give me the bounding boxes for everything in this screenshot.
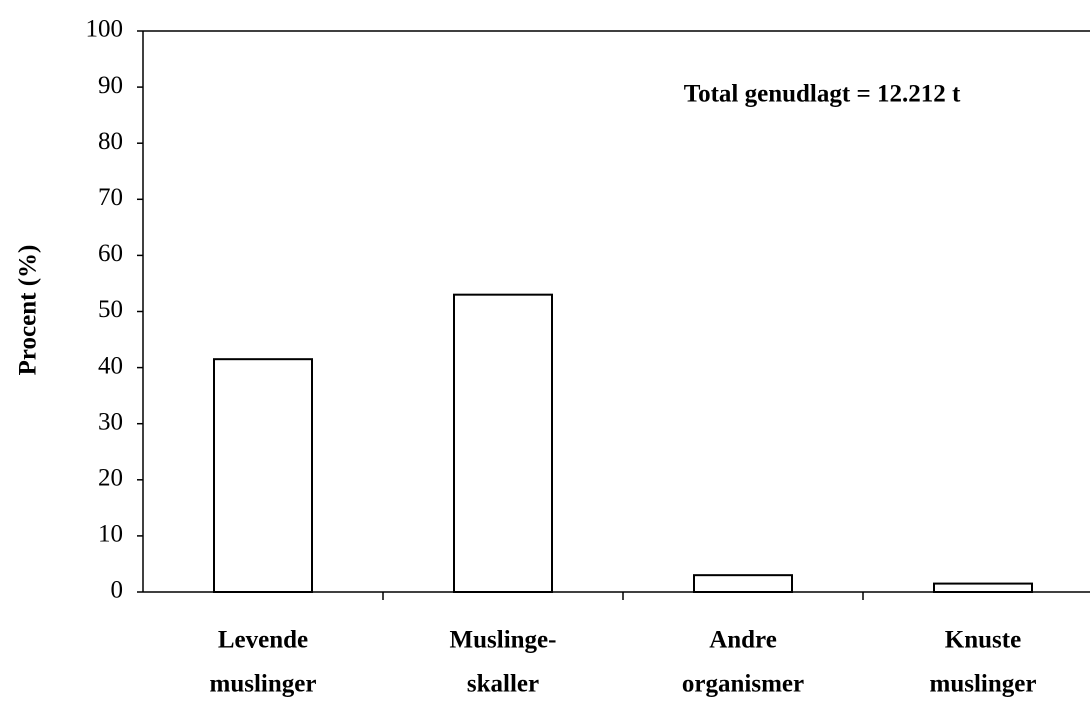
x-tick-label: skaller <box>467 671 539 698</box>
x-tick-label: Muslinge- <box>450 627 557 654</box>
y-tick-label: 100 <box>86 16 124 43</box>
x-tick-label: muslinger <box>930 671 1037 698</box>
y-tick-label: 40 <box>98 352 123 379</box>
y-tick-label: 60 <box>98 240 123 267</box>
x-tick-label: Andre <box>709 627 777 654</box>
y-tick-label: 80 <box>98 128 123 155</box>
x-tick-label: muslinger <box>210 671 317 698</box>
x-tick-label: organismer <box>682 671 804 698</box>
y-tick-label: 50 <box>98 296 123 323</box>
annotation: Total genudlagt = 12.212 t <box>684 81 961 108</box>
y-tick-label: 10 <box>98 521 123 548</box>
y-tick-label: 0 <box>111 577 124 604</box>
x-tick-label: Knuste <box>945 627 1021 654</box>
bar <box>213 358 313 593</box>
bar <box>693 574 793 593</box>
bar <box>933 582 1033 594</box>
bar <box>453 293 553 593</box>
y-axis-label: Procent (%) <box>15 245 42 376</box>
y-tick-label: 70 <box>98 184 123 211</box>
x-tick-label: Levende <box>218 627 308 654</box>
y-tick-label: 20 <box>98 465 123 492</box>
y-tick-label: 30 <box>98 408 123 435</box>
y-tick-label: 90 <box>98 72 123 99</box>
